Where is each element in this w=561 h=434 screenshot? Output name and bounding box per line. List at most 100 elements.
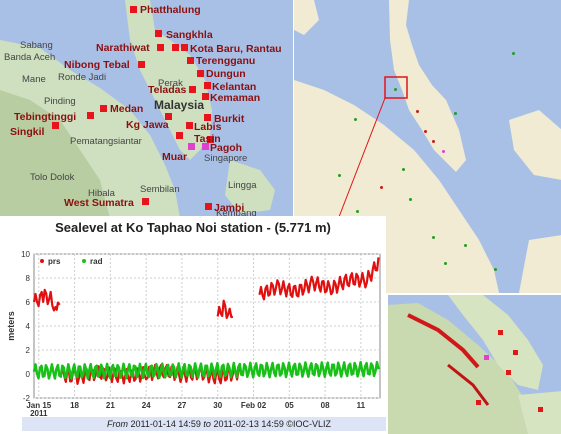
station-dot-9[interactable] — [380, 186, 383, 189]
x-tick-label: 30 — [213, 401, 222, 410]
station-dot-12[interactable] — [464, 244, 467, 247]
label-narathiwat[interactable]: Narathiwat — [96, 42, 150, 54]
station-dot-16[interactable] — [444, 262, 447, 265]
place-singapore: Singapore — [204, 153, 248, 164]
place-sembilan: Sembilan — [140, 184, 180, 195]
label-singkil[interactable]: Singkil — [10, 126, 45, 138]
place-mane: Mane — [22, 74, 46, 85]
marker-phatthalung[interactable] — [130, 6, 137, 13]
y-tick-label: 2 — [26, 346, 31, 355]
x-tick-label: 24 — [142, 401, 151, 410]
chart-title: Sealevel at Ko Taphao Noi station - (5.7… — [55, 220, 331, 235]
legend-label-prs: prs — [48, 257, 61, 266]
marker-kg-jawa[interactable] — [165, 113, 172, 120]
legend-marker-prs — [40, 259, 44, 263]
station-ko-taphao-noi[interactable] — [394, 88, 397, 91]
label-kg-jawa[interactable]: Kg Jawa — [126, 119, 169, 131]
marker-tebingtinggi[interactable] — [87, 112, 94, 119]
marker-kemaman[interactable] — [202, 93, 209, 100]
station-dot-13[interactable] — [494, 268, 497, 271]
station-dot-3[interactable] — [454, 112, 457, 115]
marker-burkit[interactable] — [204, 114, 211, 121]
station-dot-14[interactable] — [338, 174, 341, 177]
label-phatthalung[interactable]: Phatthalung — [140, 4, 201, 16]
marker-pagoh[interactable] — [202, 143, 209, 150]
x-tick-label: 05 — [285, 401, 294, 410]
x-tick-label: 11 — [357, 401, 366, 410]
station-dot-1[interactable] — [512, 52, 515, 55]
footer-credit: ©IOC-VLIZ — [286, 419, 332, 429]
station-dot-10[interactable] — [409, 198, 412, 201]
label-sangkhla[interactable]: Sangkhla — [166, 29, 213, 41]
station-dot-6[interactable] — [432, 140, 435, 143]
label-terengganu[interactable]: Terengganu — [196, 55, 256, 67]
footer-from-label: From — [106, 419, 128, 429]
place-ronde-jadi: Ronde Jadi — [58, 72, 107, 83]
station-dot-7[interactable] — [442, 150, 445, 153]
place-tolo-dolok: Tolo Dolok — [30, 172, 75, 183]
marker-kelantan[interactable] — [204, 82, 211, 89]
station-dot-15[interactable] — [356, 210, 359, 213]
label-west-sumatra[interactable]: West Sumatra — [64, 197, 134, 209]
x-tick-label: Feb 02 — [241, 401, 267, 410]
footer-to: 2011-02-13 14:59 — [213, 419, 284, 429]
footer-from: 2011-01-14 14:59 — [130, 419, 201, 429]
station-dot-4[interactable] — [354, 118, 357, 121]
station-dot-5[interactable] — [424, 130, 427, 133]
y-tick-label: 4 — [26, 322, 31, 331]
legend-marker-rad — [82, 259, 86, 263]
label-pagoh[interactable]: Pagoh — [210, 142, 243, 154]
marker-medan[interactable] — [100, 105, 107, 112]
marker-kota-baru-a[interactable] — [172, 44, 179, 51]
left-map[interactable]: Banda Aceh Sabang Mane Ronde Jadi Pindin… — [0, 0, 293, 218]
marker-tasin-a[interactable] — [176, 132, 183, 139]
label-nibong-tebal[interactable]: Nibong Tebal — [64, 59, 130, 71]
footer-to-label: to — [203, 419, 211, 429]
x-tick-label: 08 — [321, 401, 330, 410]
sealevel-chart: Sealevel at Ko Taphao Noi station - (5.7… — [0, 216, 386, 432]
place-pinding: Pinding — [44, 96, 76, 107]
label-labis[interactable]: Labis — [194, 121, 222, 133]
marker-muar[interactable] — [188, 143, 195, 150]
chart-footer: From 2011-01-14 14:59 to 2011-02-13 14:5… — [22, 417, 386, 431]
label-kota-baru-rantau[interactable]: Kota Baru, Rantau — [190, 43, 282, 55]
left-map-terrain — [0, 0, 293, 218]
label-dungun[interactable]: Dungun — [206, 68, 246, 80]
marker-west-sumatra[interactable] — [142, 198, 149, 205]
label-kelantan[interactable]: Kelantan — [212, 81, 257, 93]
marker-singkil[interactable] — [52, 122, 59, 129]
label-teladas[interactable]: Teladas — [148, 84, 187, 96]
label-jambi[interactable]: Jambi — [214, 202, 245, 214]
label-kemaman[interactable]: Kemaman — [210, 92, 261, 104]
y-axis-label: meters — [6, 311, 16, 341]
marker-kota-baru-b[interactable] — [181, 44, 188, 51]
place-sabang: Sabang — [20, 40, 53, 51]
marker-narathiwat[interactable] — [157, 44, 164, 51]
marker-jambi[interactable] — [205, 203, 212, 210]
place-hibala: Hibala — [88, 188, 115, 199]
station-dot-11[interactable] — [432, 236, 435, 239]
label-tebingtinggi[interactable]: Tebingtinggi — [14, 111, 77, 123]
place-malaysia: Malaysia — [154, 98, 205, 112]
marker-sangkhla[interactable] — [155, 30, 162, 37]
label-medan[interactable]: Medan — [110, 103, 144, 115]
label-muar[interactable]: Muar — [162, 151, 188, 163]
y-tick-label: 10 — [21, 250, 30, 259]
x-tick-label: Jan 15 — [26, 401, 51, 410]
x-tick-label: 18 — [70, 401, 79, 410]
y-tick-label: 6 — [26, 298, 31, 307]
station-dot-2[interactable] — [416, 110, 419, 113]
marker-tasin-b[interactable] — [207, 136, 214, 143]
station-dot-8[interactable] — [402, 168, 405, 171]
place-pematangsiantar: Pematangsiantar — [70, 136, 142, 147]
label-tasin[interactable]: Tasin — [194, 133, 221, 145]
inset-map[interactable] — [386, 293, 561, 434]
marker-teladas[interactable] — [189, 86, 196, 93]
marker-dungun[interactable] — [197, 70, 204, 77]
marker-nibong-tebal[interactable] — [138, 61, 145, 68]
marker-terengganu[interactable] — [187, 57, 194, 64]
marker-labis[interactable] — [186, 122, 193, 129]
label-burkit[interactable]: Burkit — [214, 113, 245, 125]
x-tick-label: 27 — [177, 401, 186, 410]
